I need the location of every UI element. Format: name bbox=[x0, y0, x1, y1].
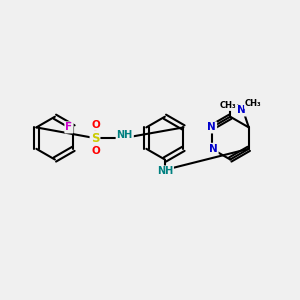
Text: N: N bbox=[209, 144, 218, 154]
Text: NH: NH bbox=[117, 130, 133, 140]
Text: S: S bbox=[91, 132, 99, 145]
Text: F: F bbox=[65, 122, 73, 132]
Text: O: O bbox=[91, 120, 100, 130]
Text: CH₃: CH₃ bbox=[221, 101, 239, 110]
Text: NH: NH bbox=[157, 167, 173, 176]
Text: CH₃: CH₃ bbox=[220, 100, 236, 109]
Text: CH₃: CH₃ bbox=[245, 99, 262, 108]
Text: O: O bbox=[91, 146, 100, 157]
Text: N: N bbox=[237, 106, 246, 116]
Text: N: N bbox=[207, 122, 216, 132]
